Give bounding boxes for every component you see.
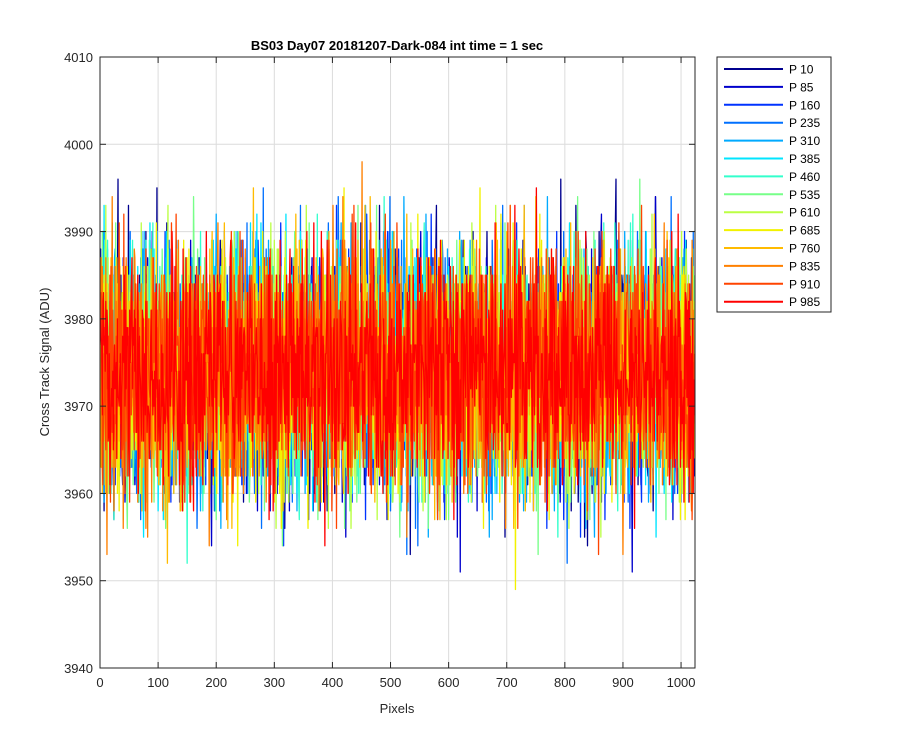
- legend: P 10 P 85 P 160 P 235 P 310 P 385 P 460 P 535 P …: [716, 56, 832, 313]
- legend-label: P 460: [789, 170, 820, 184]
- chart-title: BS03 Day07 20181207-Dark-084 int time = …: [251, 38, 543, 53]
- legend-label: P 10: [789, 63, 814, 77]
- legend-label: P 610: [789, 206, 820, 220]
- legend-label: P 760: [789, 242, 820, 256]
- x-tick-label: 900: [612, 675, 634, 690]
- x-tick-label: 700: [496, 675, 518, 690]
- ticks: [99, 56, 695, 669]
- legend-label: P 535: [789, 188, 820, 202]
- y-tick-label: 3940: [64, 661, 93, 676]
- y-tick-label: 3950: [64, 574, 93, 589]
- legend-label: P 385: [789, 152, 820, 166]
- x-tick-label: 200: [205, 675, 227, 690]
- y-tick-label: 3980: [64, 312, 93, 327]
- legend-label: P 685: [789, 224, 820, 238]
- series-lines: [100, 161, 695, 591]
- legend-box: [716, 56, 832, 313]
- legend-label: P 85: [789, 80, 814, 94]
- y-tick-label: 4010: [64, 50, 93, 65]
- tick-labels: 0 100 200 300 400 500 600 700 800 900 1000 3940 3950…: [64, 50, 695, 690]
- legend-label: P 310: [789, 134, 820, 148]
- x-tick-label: 0: [96, 675, 103, 690]
- legend-label: P 235: [789, 116, 820, 130]
- y-tick-label: 3960: [64, 486, 93, 501]
- x-tick-label: 500: [380, 675, 402, 690]
- x-tick-label: 300: [263, 675, 285, 690]
- x-tick-label: 100: [147, 675, 169, 690]
- x-tick-label: 400: [322, 675, 344, 690]
- legend-label: P 160: [789, 98, 820, 112]
- x-tick-label: 600: [438, 675, 460, 690]
- y-tick-label: 3990: [64, 225, 93, 240]
- y-tick-label: 4000: [64, 137, 93, 152]
- legend-label: P 835: [789, 259, 820, 273]
- legend-label: P 910: [789, 277, 820, 291]
- x-tick-label: 1000: [667, 675, 696, 690]
- x-tick-label: 800: [554, 675, 576, 690]
- y-tick-label: 3970: [64, 399, 93, 414]
- axes-box: [99, 56, 696, 669]
- x-axis-label: Pixels: [380, 701, 415, 716]
- legend-label: P 985: [789, 295, 820, 309]
- y-axis-label: Cross Track Signal (ADU): [37, 288, 52, 437]
- series-line-p985: [100, 187, 695, 547]
